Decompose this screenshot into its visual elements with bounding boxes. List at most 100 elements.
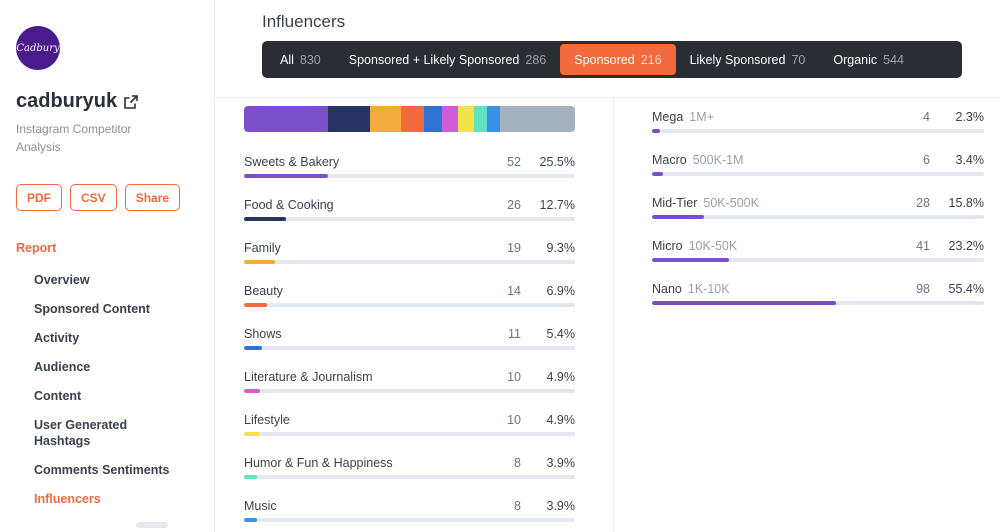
category-row-humor-fun-happiness[interactable]: Humor & Fun & Happiness 8 3.9% [244,456,575,486]
category-count: 10 [507,413,521,427]
category-row-food-cooking[interactable]: Food & Cooking 26 12.7% [244,198,575,228]
stacked-segment [328,106,371,132]
filter-organic[interactable]: Organic 544 [819,44,918,75]
filter-likely-sponsored[interactable]: Likely Sponsored 70 [676,44,820,75]
tier-count: 4 [923,110,930,124]
tier-row-mega[interactable]: Mega 1M+ 4 2.3% [652,110,984,140]
tier-row-micro[interactable]: Micro 10K-50K 41 23.2% [652,239,984,269]
tier-count: 98 [916,282,930,296]
tier-name: Macro [652,153,687,167]
category-bar-fill [244,518,257,522]
category-count: 8 [514,456,521,470]
category-row-music[interactable]: Music 8 3.9% [244,499,575,529]
filter-count: 830 [299,52,321,67]
account-avatar[interactable]: Cadbury [16,26,60,70]
category-count: 11 [508,327,521,341]
account-title: cadburyuk [16,90,139,113]
tier-range: 500K-1M [692,153,744,167]
account-subtitle: Instagram Competitor Analysis [16,122,132,154]
stacked-segment [244,106,329,132]
tier-bar-fill [652,258,730,262]
tier-row-mid-tier[interactable]: Mid-Tier 50K-500K 28 15.8% [652,196,984,226]
nav-item-comments-sentiments[interactable]: Comments Sentiments [34,463,170,477]
stacked-segment [487,106,501,132]
nav-item-content[interactable]: Content [34,389,82,403]
nav-item-user-generated-hashtags[interactable]: User Generated Hashtags [34,418,128,448]
page-title: Influencers [262,12,346,31]
category-row-literature-journalism[interactable]: Literature & Journalism 10 4.9% [244,370,575,400]
tier-row-macro[interactable]: Macro 500K-1M 6 3.4% [652,153,984,183]
account-name: cadburyuk [16,90,118,112]
tier-bar-fill [652,172,664,176]
stacked-segment [424,106,442,132]
category-percent: 9.3% [546,241,576,255]
category-label: Music [244,499,277,513]
tier-count: 41 [916,239,930,253]
category-bar-fill [244,303,267,307]
tier-name: Mega [652,110,684,124]
external-link-icon[interactable] [123,94,139,110]
export-buttons: PDF CSV Share [16,184,181,211]
category-bar-track [244,518,575,522]
category-percent: 5.4% [546,327,576,341]
tier-bar-track [652,258,984,262]
category-label: Lifestyle [244,413,290,427]
tier-count: 6 [923,153,930,167]
tier-bar-fill [652,129,660,133]
category-bar-fill [244,260,275,264]
tier-range: 50K-500K [703,196,759,210]
filter-sponsored-likely-sponsored[interactable]: Sponsored + Likely Sponsored 286 [335,44,560,75]
category-bar-fill [244,475,257,479]
tier-label: Mega 1M+ [652,110,714,124]
category-label: Humor & Fun & Happiness [244,456,393,470]
nav-item-audience[interactable]: Audience [34,360,91,374]
category-percent: 6.9% [546,284,576,298]
category-label: Food & Cooking [244,198,334,212]
stacked-segment [401,106,425,132]
sidebar-scrollbar[interactable] [136,522,168,528]
category-percent: 12.7% [539,198,575,212]
tier-bar-track [652,129,984,133]
category-row-beauty[interactable]: Beauty 14 6.9% [244,284,575,314]
category-bar-fill [244,389,261,393]
category-label: Sweets & Bakery [244,155,340,169]
tier-percent: 15.8% [948,196,984,210]
csv-button[interactable]: CSV [70,184,117,211]
influencer-filter-bar: All 830 Sponsored + Likely Sponsored 286 S… [262,41,962,78]
category-row-lifestyle[interactable]: Lifestyle 10 4.9% [244,413,575,443]
nav-item-sponsored-content[interactable]: Sponsored Content [34,302,150,316]
share-button[interactable]: Share [124,184,181,211]
category-row-family[interactable]: Family 19 9.3% [244,241,575,271]
nav-item-activity[interactable]: Activity [34,331,80,345]
sidebar: Cadbury cadburyuk Instagram Competitor A… [0,0,215,532]
category-label: Beauty [244,284,283,298]
category-bar-track [244,217,575,221]
tier-range: 1M+ [689,110,714,124]
tier-percent: 55.4% [948,282,984,296]
category-percent: 25.5% [539,155,575,169]
tier-name: Nano [652,282,682,296]
tier-bar-track [652,301,984,305]
tier-count: 28 [916,196,930,210]
filter-label: Sponsored [574,52,635,67]
tier-bar-track [652,215,984,219]
category-label: Family [244,241,281,255]
tier-row-nano[interactable]: Nano 1K-10K 98 55.4% [652,282,984,312]
category-bar-track [244,432,575,436]
tier-bar-fill [652,215,705,219]
category-bar-track [244,389,575,393]
report-nav: Overview Sponsored Content Activity Audi… [34,272,184,520]
category-bar-track [244,346,575,350]
category-percent: 3.9% [546,499,576,513]
category-row-shows[interactable]: Shows 11 5.4% [244,327,575,357]
filter-all[interactable]: All 830 [266,44,335,75]
category-bar-fill [244,217,287,221]
pdf-button[interactable]: PDF [16,184,62,211]
category-row-sweets-bakery[interactable]: Sweets & Bakery 52 25.5% [244,155,575,185]
tier-percent: 2.3% [955,110,985,124]
filter-sponsored[interactable]: Sponsored 216 [560,44,676,75]
tier-bar-fill [652,301,836,305]
stacked-segment [500,106,575,132]
nav-item-overview[interactable]: Overview [34,273,90,287]
nav-item-influencers[interactable]: Influencers [34,492,101,506]
